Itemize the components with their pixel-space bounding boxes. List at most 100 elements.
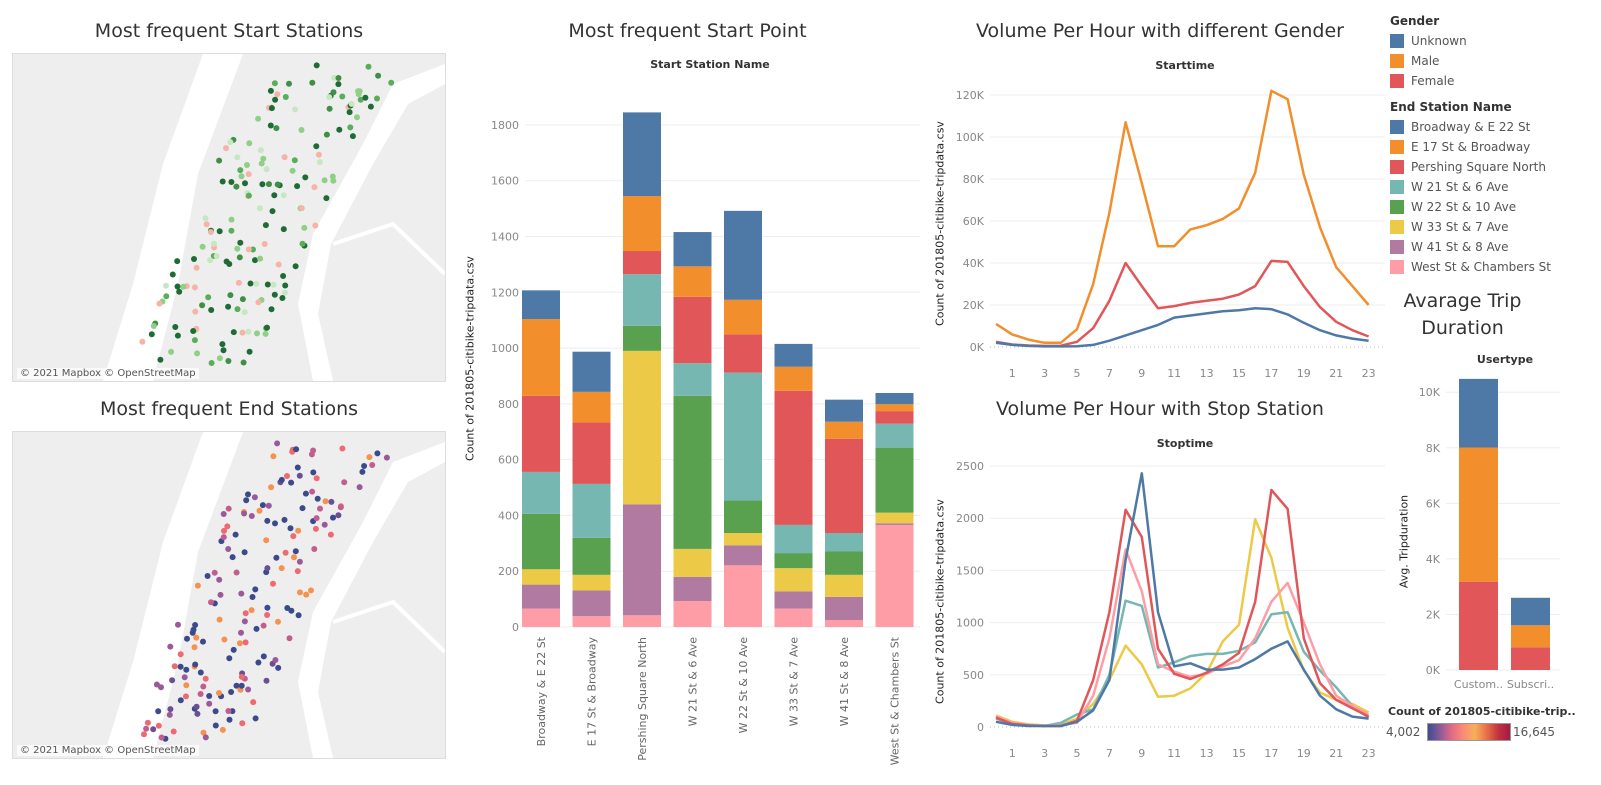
legend-item[interactable]: W 21 St & 6 Ave	[1390, 177, 1551, 197]
bar-segment	[724, 533, 762, 546]
series-line-west-st-chambers-st	[995, 548, 1370, 728]
station-dot	[316, 159, 323, 166]
legend-item[interactable]: W 22 St & 10 Ave	[1390, 197, 1551, 217]
x-tick-label: 3	[1041, 367, 1048, 380]
station-dot	[302, 174, 309, 181]
start-stations-map[interactable]: © 2021 Mapbox © OpenStreetMap	[12, 53, 446, 382]
station-dot	[245, 328, 252, 335]
station-dot	[301, 224, 308, 231]
map-canvas[interactable]	[13, 54, 445, 381]
bar-segment	[825, 620, 863, 627]
legend-label: W 21 St & 6 Ave	[1411, 180, 1509, 194]
bar-segment	[572, 483, 611, 538]
station-dot	[252, 586, 259, 593]
station-dot	[208, 307, 215, 313]
station-dot	[157, 356, 164, 363]
legend-item[interactable]: Unknown	[1390, 31, 1551, 51]
x-tick-label: Subscri..	[1507, 678, 1554, 691]
station-dot	[270, 281, 277, 288]
y-tick-label: 0	[512, 621, 519, 634]
station-dot	[337, 504, 344, 511]
station-dot	[349, 133, 356, 140]
station-dot	[242, 610, 249, 617]
legend-swatch	[1390, 120, 1404, 134]
x-tick-label: 3	[1041, 747, 1048, 760]
station-dot	[383, 454, 390, 461]
legend-item[interactable]: Female	[1390, 71, 1551, 91]
station-dot	[328, 498, 335, 505]
legend-item[interactable]: W 41 St & 8 Ave	[1390, 237, 1551, 257]
legend-label: Pershing Square North	[1411, 160, 1546, 174]
bar-segment	[825, 551, 863, 575]
station-dot	[202, 215, 209, 222]
bar-segment	[774, 390, 813, 525]
legend-item[interactable]: W 33 St & 7 Ave	[1390, 217, 1551, 237]
station-dot	[255, 115, 262, 122]
station-dot	[295, 612, 302, 619]
station-dot	[298, 127, 305, 133]
station-dot	[297, 589, 303, 596]
station-dot	[211, 240, 217, 247]
station-dot	[177, 651, 184, 658]
station-dot	[267, 87, 274, 94]
bar-segment	[522, 513, 560, 570]
station-dot	[252, 257, 258, 264]
station-dot	[236, 640, 243, 647]
series-line-unknown	[995, 306, 1369, 348]
station-dot	[366, 454, 373, 461]
newtown-creek	[332, 599, 445, 654]
station-dot	[282, 282, 289, 289]
station-dot	[321, 177, 328, 184]
legend-item[interactable]: Male	[1390, 51, 1551, 71]
bar-segment	[875, 512, 914, 524]
legend-item[interactable]: West St & Chambers St	[1390, 257, 1551, 277]
station-dot	[311, 184, 318, 191]
station-dot	[272, 96, 279, 103]
station-dot	[299, 240, 306, 247]
map-canvas[interactable]	[13, 432, 445, 758]
legend-item[interactable]: Broadway & E 22 St	[1390, 117, 1551, 137]
station-dot	[225, 505, 232, 512]
station-dot	[211, 569, 218, 576]
station-dot	[238, 173, 245, 180]
station-dot	[247, 280, 254, 287]
end-stations-map[interactable]: © 2021 Mapbox © OpenStreetMap	[12, 431, 446, 759]
station-dot	[289, 167, 296, 174]
legend-item[interactable]: E 17 St & Broadway	[1390, 137, 1551, 157]
station-dot	[183, 682, 190, 689]
station-dot	[143, 725, 150, 732]
station-dot	[225, 708, 232, 714]
y-tick-label: 2500	[956, 460, 984, 473]
x-tick-label: 5	[1074, 367, 1081, 380]
bar-segment	[572, 351, 611, 392]
station-dot	[255, 299, 262, 306]
map-end-title: Most frequent End Stations	[99, 398, 359, 420]
station-dot	[174, 283, 181, 290]
bar-segment	[875, 392, 914, 405]
station-dot	[169, 677, 176, 684]
legend-item[interactable]: Pershing Square North	[1390, 157, 1551, 177]
station-dot	[235, 279, 242, 286]
bar-segment	[1459, 378, 1498, 448]
station-dot	[228, 689, 235, 695]
station-dot	[158, 684, 164, 691]
station-dot	[246, 348, 253, 355]
station-dot	[288, 607, 295, 614]
station-dot	[286, 635, 293, 642]
station-dot	[238, 629, 244, 636]
station-dot	[335, 75, 342, 81]
y-tick-label: 2000	[956, 512, 984, 525]
station-dot	[330, 514, 336, 521]
station-dot	[244, 162, 250, 168]
station-dot	[291, 554, 297, 561]
station-dot	[200, 638, 206, 645]
x-tick-label: 11	[1167, 367, 1181, 380]
station-dot	[280, 226, 287, 233]
station-dot	[310, 469, 317, 476]
station-dot	[191, 284, 198, 291]
station-dot	[171, 663, 178, 670]
x-tick-label: 17	[1264, 747, 1278, 760]
legend-swatch	[1390, 140, 1404, 154]
station-dot	[369, 462, 376, 468]
bar-segment	[623, 350, 661, 505]
